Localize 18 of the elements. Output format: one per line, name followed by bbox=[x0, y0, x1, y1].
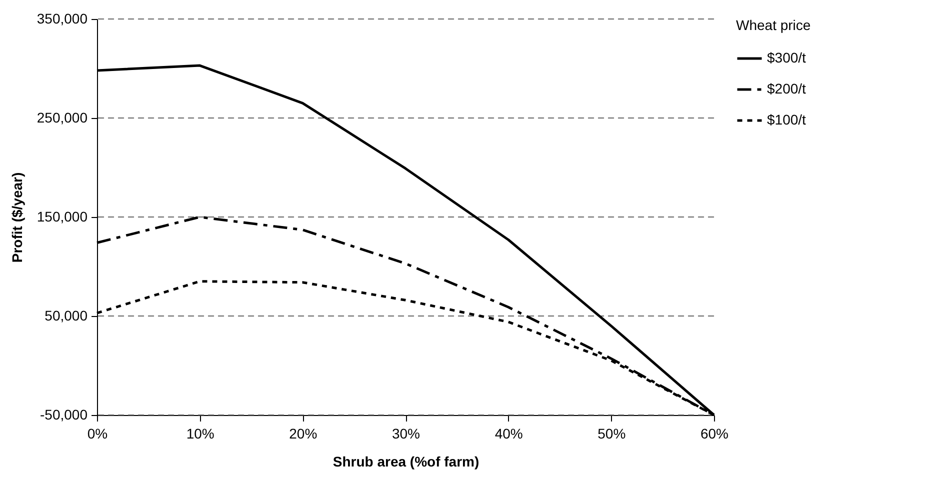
y-tick-label: 150,000 bbox=[36, 208, 88, 224]
y-tick-label: -50,000 bbox=[40, 406, 88, 422]
x-tick-label: 60% bbox=[700, 426, 729, 442]
legend-title: Wheat price bbox=[736, 17, 811, 33]
y-tick-label: 250,000 bbox=[36, 110, 88, 126]
legend-label: $300/t bbox=[767, 50, 806, 66]
legend-label: $100/t bbox=[767, 112, 806, 128]
x-tick-label: 50% bbox=[598, 426, 626, 442]
x-tick-label: 40% bbox=[494, 426, 523, 442]
x-tick-label: 20% bbox=[289, 426, 318, 442]
x-axis-title: Shrub area (%of farm) bbox=[332, 454, 480, 470]
x-tick-label: 30% bbox=[392, 426, 420, 442]
y-axis-title: Profit ($/year) bbox=[8, 172, 25, 263]
x-tick-label: 10% bbox=[186, 426, 214, 442]
legend-label: $200/t bbox=[767, 80, 806, 96]
y-tick-label: 50,000 bbox=[44, 308, 88, 324]
y-tick-label: 350,000 bbox=[36, 10, 88, 26]
x-tick-label: 0% bbox=[87, 426, 108, 442]
